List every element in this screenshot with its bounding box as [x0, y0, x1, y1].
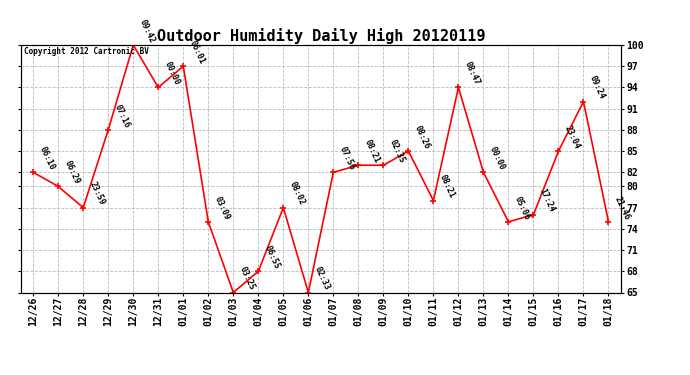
Text: 00:00: 00:00 [488, 145, 506, 171]
Text: 08:47: 08:47 [462, 60, 482, 87]
Text: 06:29: 06:29 [62, 159, 81, 186]
Text: 09:42: 09:42 [137, 18, 156, 44]
Text: 09:24: 09:24 [588, 74, 607, 101]
Text: 08:21: 08:21 [437, 173, 456, 200]
Text: 06:01: 06:01 [188, 39, 206, 65]
Text: 08:26: 08:26 [413, 124, 431, 150]
Text: 06:55: 06:55 [262, 244, 282, 270]
Title: Outdoor Humidity Daily High 20120119: Outdoor Humidity Daily High 20120119 [157, 28, 485, 44]
Text: 17:24: 17:24 [538, 188, 556, 214]
Text: 05:06: 05:06 [513, 195, 531, 221]
Text: 07:56: 07:56 [337, 145, 356, 171]
Text: 03:09: 03:09 [213, 195, 231, 221]
Text: 02:35: 02:35 [388, 138, 406, 164]
Text: 00:00: 00:00 [162, 60, 181, 87]
Text: 06:10: 06:10 [37, 145, 56, 171]
Text: 08:21: 08:21 [362, 138, 382, 164]
Text: 08:02: 08:02 [288, 180, 306, 207]
Text: 07:16: 07:16 [112, 103, 131, 129]
Text: 23:04: 23:04 [562, 124, 582, 150]
Text: 02:33: 02:33 [313, 265, 331, 292]
Text: 23:59: 23:59 [88, 180, 106, 207]
Text: 21:46: 21:46 [613, 195, 631, 221]
Text: 03:25: 03:25 [237, 265, 256, 292]
Text: Copyright 2012 Cartronic BV: Copyright 2012 Cartronic BV [23, 48, 148, 57]
